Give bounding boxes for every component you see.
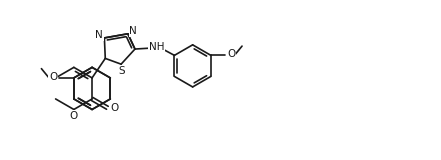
Text: O: O [49, 72, 57, 82]
Text: O: O [70, 111, 78, 121]
Text: O: O [110, 103, 118, 113]
Text: N: N [130, 26, 137, 36]
Text: N: N [95, 30, 103, 40]
Text: NH: NH [149, 42, 164, 52]
Text: S: S [118, 66, 125, 76]
Text: O: O [227, 49, 235, 59]
